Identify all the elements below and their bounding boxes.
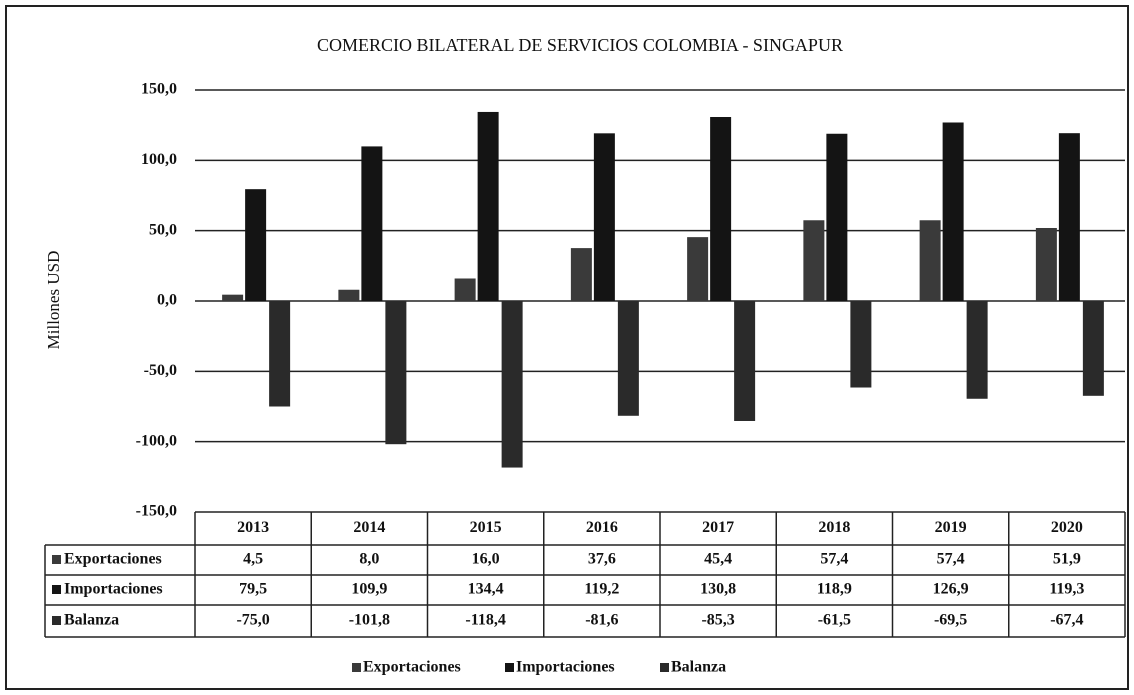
legend-key <box>352 663 361 672</box>
legend-label: Balanza <box>671 659 726 676</box>
x-tick-label: 2014 <box>353 519 385 536</box>
y-tick-label: -150,0 <box>136 503 177 520</box>
legend-label: Exportaciones <box>363 659 461 676</box>
data-label: 109,9 <box>351 581 387 598</box>
table-legend-key <box>52 616 61 625</box>
bar <box>850 301 872 388</box>
data-label: 126,9 <box>933 581 969 598</box>
chart-title: COMERCIO BILATERAL DE SERVICIOS COLOMBIA… <box>317 35 843 55</box>
bar <box>734 301 756 421</box>
data-label: 51,9 <box>1053 551 1081 568</box>
x-tick-label: 2017 <box>702 519 734 536</box>
bar <box>454 278 476 301</box>
x-tick-label: 2016 <box>586 519 618 536</box>
bar <box>966 301 988 399</box>
data-label: 134,4 <box>468 581 504 598</box>
x-tick-label: 2015 <box>470 519 502 536</box>
bar <box>1058 133 1080 301</box>
data-label: 130,8 <box>700 581 736 598</box>
y-tick-label: 150,0 <box>141 81 177 98</box>
data-label: 79,5 <box>239 581 267 598</box>
bar <box>338 289 360 301</box>
data-label: -85,3 <box>701 612 734 629</box>
table-row-label: Importaciones <box>64 581 163 598</box>
table-legend-key <box>52 585 61 594</box>
bar <box>593 133 615 301</box>
y-axis-label: Millones USD <box>44 251 63 350</box>
bar <box>570 248 592 301</box>
y-tick-label: 0,0 <box>157 292 177 309</box>
bar <box>803 220 825 301</box>
bar <box>687 237 709 301</box>
bar <box>942 122 964 301</box>
data-label: 4,5 <box>243 551 263 568</box>
data-label: 118,9 <box>817 581 852 598</box>
bar <box>245 189 267 301</box>
data-label: -118,4 <box>465 612 505 629</box>
bar <box>501 301 523 468</box>
legend-label: Importaciones <box>516 659 615 676</box>
data-label: -67,4 <box>1050 612 1083 629</box>
bar <box>1035 227 1057 301</box>
bar <box>826 133 848 301</box>
data-label: 45,4 <box>704 551 732 568</box>
data-label: -69,5 <box>934 612 967 629</box>
x-tick-label: 2020 <box>1051 519 1083 536</box>
table-row-label: Balanza <box>64 612 119 629</box>
legend-key <box>660 663 669 672</box>
data-label: 16,0 <box>472 551 500 568</box>
data-label: 119,3 <box>1049 581 1084 598</box>
data-label: 37,6 <box>588 551 616 568</box>
data-label: -75,0 <box>236 612 269 629</box>
bar <box>385 301 407 445</box>
bar <box>477 111 499 301</box>
y-tick-label: 50,0 <box>149 221 177 238</box>
x-tick-label: 2019 <box>935 519 967 536</box>
data-label: 57,4 <box>820 551 848 568</box>
data-label: -81,6 <box>585 612 618 629</box>
bar <box>1082 301 1104 396</box>
data-label: 8,0 <box>359 551 379 568</box>
data-label: -61,5 <box>818 612 851 629</box>
bar <box>361 146 383 301</box>
data-label: 57,4 <box>937 551 965 568</box>
data-label: 119,2 <box>584 581 619 598</box>
data-label: -101,8 <box>349 612 390 629</box>
bar <box>919 220 941 301</box>
y-tick-label: -100,0 <box>136 432 177 449</box>
bar <box>617 301 639 416</box>
x-tick-label: 2018 <box>818 519 850 536</box>
bar <box>269 301 291 407</box>
y-tick-label: -50,0 <box>144 362 177 379</box>
bar <box>710 117 732 302</box>
bar <box>222 294 244 301</box>
table-row-label: Exportaciones <box>64 551 162 568</box>
table-legend-key <box>52 555 61 564</box>
frame <box>5 5 1129 690</box>
x-tick-label: 2013 <box>237 519 269 536</box>
legend-key <box>505 663 514 672</box>
y-tick-label: 100,0 <box>141 151 177 168</box>
